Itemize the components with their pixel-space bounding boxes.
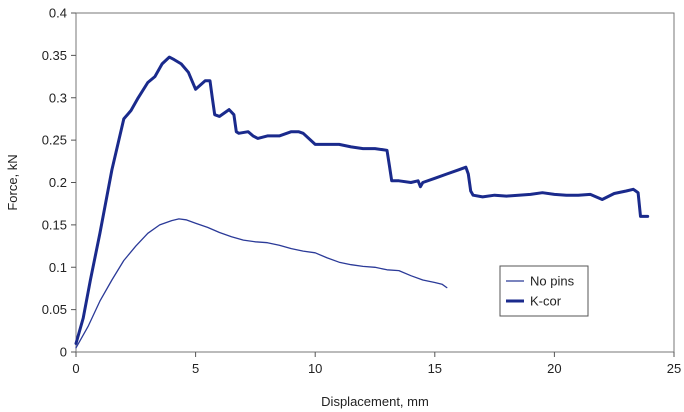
y-tick-label: 0.35 bbox=[42, 48, 67, 63]
series-line-no-pins bbox=[75, 218, 448, 349]
y-tick-label: 0.25 bbox=[42, 133, 67, 148]
y-tick-label: 0.3 bbox=[49, 90, 67, 105]
y-axis: 0 0.05 0.1 0.15 0.2 0.25 0.3 0.35 0.4 bbox=[42, 6, 76, 360]
x-tick-label: 0 bbox=[72, 361, 79, 376]
y-tick-label: 0.1 bbox=[49, 260, 67, 275]
series-line-k-cor bbox=[74, 55, 650, 345]
x-tick-label: 20 bbox=[547, 361, 561, 376]
y-tick-label: 0.15 bbox=[42, 217, 67, 232]
series-layer bbox=[74, 55, 650, 349]
y-axis-title: Force, kN bbox=[5, 154, 20, 210]
y-tick-label: 0.4 bbox=[49, 6, 67, 21]
x-tick-label: 5 bbox=[192, 361, 199, 376]
x-tick-label: 15 bbox=[428, 361, 442, 376]
y-tick-label: 0 bbox=[60, 345, 67, 360]
x-axis: 0 5 10 15 20 25 bbox=[72, 352, 681, 376]
x-axis-title: Displacement, mm bbox=[321, 394, 429, 409]
legend-label-no-pins: No pins bbox=[530, 274, 575, 289]
y-tick-label: 0.2 bbox=[49, 175, 67, 190]
x-tick-label: 10 bbox=[308, 361, 322, 376]
legend: No pins K-cor bbox=[499, 265, 589, 317]
y-tick-label: 0.05 bbox=[42, 302, 67, 317]
legend-box bbox=[499, 265, 589, 317]
x-tick-label: 25 bbox=[667, 361, 681, 376]
legend-label-k-cor: K-cor bbox=[530, 294, 562, 309]
